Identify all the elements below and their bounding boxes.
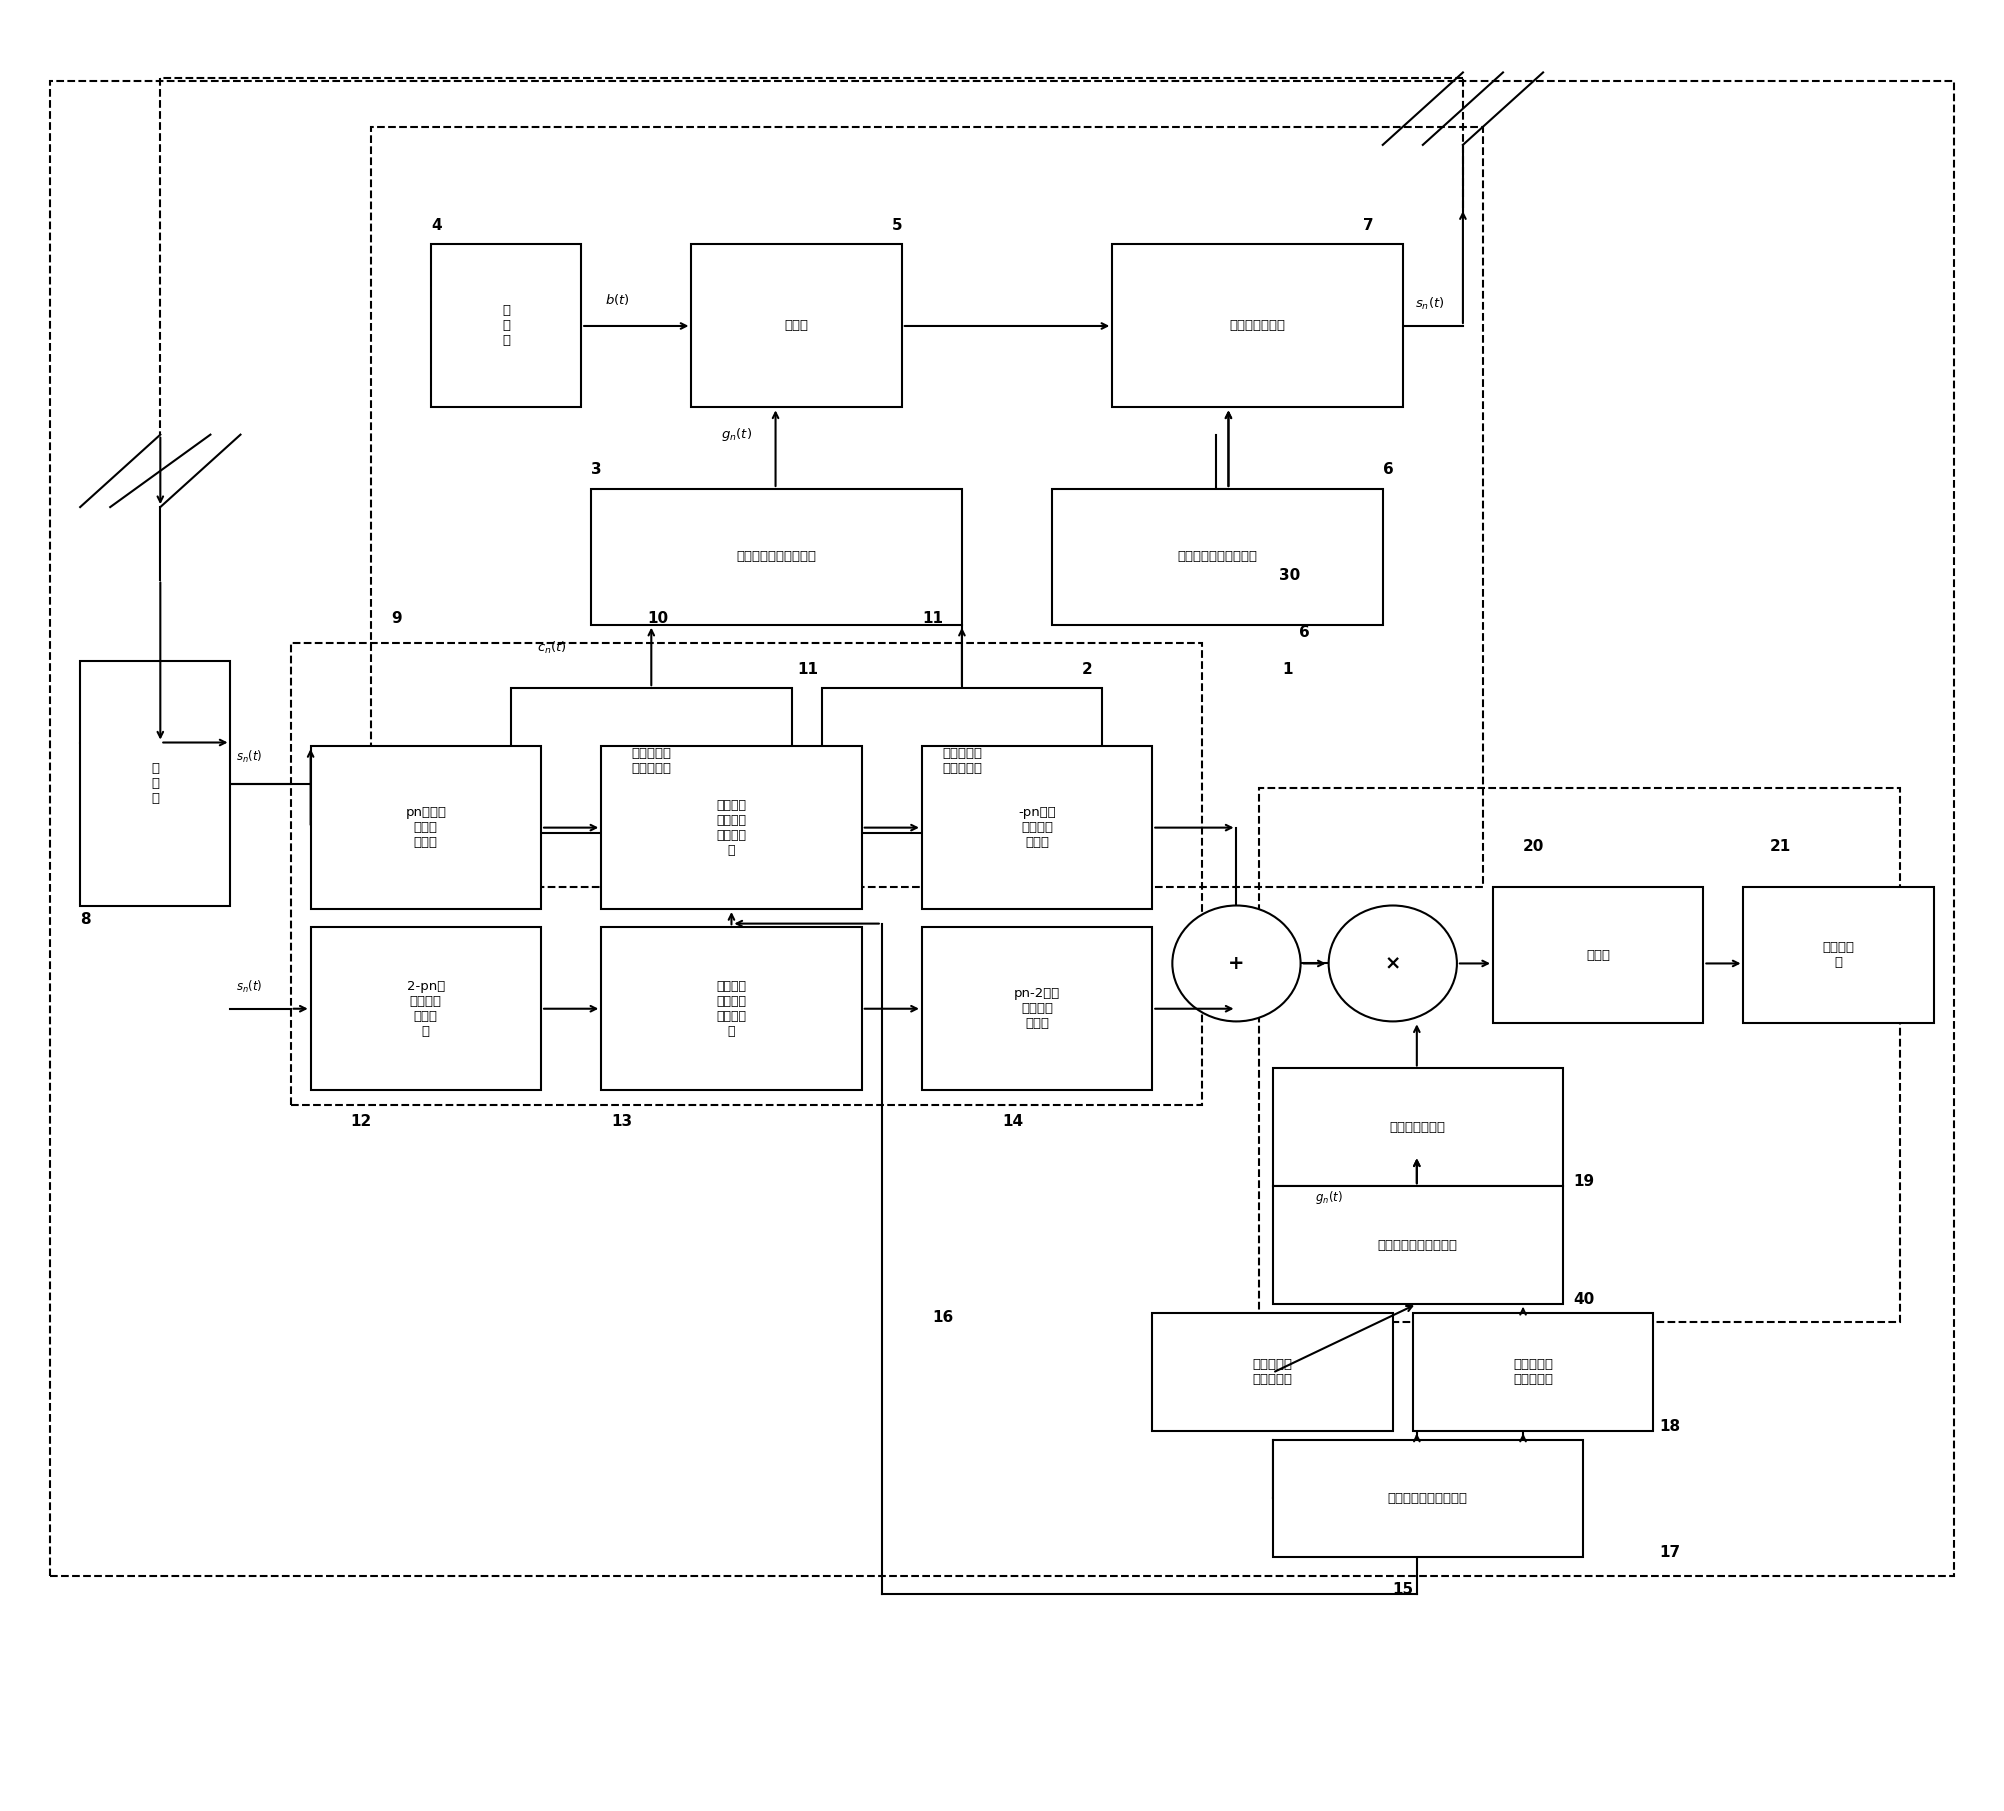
Text: 1: 1 bbox=[1283, 661, 1293, 677]
Text: -pn阶分
数傅立叶
变换器: -pn阶分 数傅立叶 变换器 bbox=[1018, 806, 1056, 849]
Text: 13: 13 bbox=[611, 1114, 633, 1130]
Text: 21: 21 bbox=[1770, 838, 1792, 855]
Text: pn阶分数
傅立叶
变换器: pn阶分数 傅立叶 变换器 bbox=[405, 806, 447, 849]
Text: $b(t)$: $b(t)$ bbox=[605, 292, 629, 308]
Text: 接收端跳时序列产生器: 接收端跳时序列产生器 bbox=[1389, 1492, 1467, 1505]
Text: 信息输出
器: 信息输出 器 bbox=[1824, 942, 1854, 969]
Text: 信
息
源: 信 息 源 bbox=[503, 304, 509, 348]
FancyBboxPatch shape bbox=[1413, 1313, 1653, 1431]
Text: $g_n(t)$: $g_n(t)$ bbox=[721, 426, 752, 444]
Text: 判决器: 判决器 bbox=[1587, 949, 1609, 962]
Text: 模板信号产生器: 模板信号产生器 bbox=[1391, 1121, 1445, 1134]
Text: $s_n(t)$: $s_n(t)$ bbox=[236, 748, 263, 764]
Text: 19: 19 bbox=[1573, 1174, 1595, 1190]
Text: 20: 20 bbox=[1523, 838, 1545, 855]
Text: 17: 17 bbox=[1659, 1545, 1681, 1561]
Text: 40: 40 bbox=[1573, 1291, 1595, 1308]
Text: 16: 16 bbox=[932, 1309, 954, 1326]
Text: 30: 30 bbox=[1279, 567, 1301, 583]
FancyBboxPatch shape bbox=[431, 244, 581, 407]
Text: 6: 6 bbox=[1383, 462, 1393, 478]
Text: 接收端切普
信号产生器: 接收端切普 信号产生器 bbox=[1252, 1358, 1293, 1385]
Text: $g_n(t)$: $g_n(t)$ bbox=[1315, 1188, 1343, 1206]
FancyBboxPatch shape bbox=[601, 746, 862, 909]
FancyBboxPatch shape bbox=[822, 688, 1102, 833]
Text: 10: 10 bbox=[647, 610, 669, 627]
FancyBboxPatch shape bbox=[511, 688, 792, 833]
Text: 滤
波
器: 滤 波 器 bbox=[152, 762, 158, 804]
Text: pn-2阶分
数傅立叶
变换器: pn-2阶分 数傅立叶 变换器 bbox=[1014, 987, 1060, 1030]
FancyBboxPatch shape bbox=[311, 746, 541, 909]
Text: 7: 7 bbox=[1363, 217, 1373, 234]
FancyBboxPatch shape bbox=[922, 927, 1152, 1090]
Text: 发射端切普
信号产生器: 发射端切普 信号产生器 bbox=[631, 746, 671, 775]
FancyBboxPatch shape bbox=[1493, 887, 1703, 1023]
Text: +: + bbox=[1228, 954, 1244, 973]
Circle shape bbox=[1172, 906, 1301, 1021]
FancyBboxPatch shape bbox=[691, 244, 902, 407]
Text: 18: 18 bbox=[1659, 1418, 1681, 1434]
Text: 调制器: 调制器 bbox=[786, 319, 808, 333]
FancyBboxPatch shape bbox=[1152, 1313, 1393, 1431]
FancyBboxPatch shape bbox=[311, 927, 541, 1090]
Text: 15: 15 bbox=[1393, 1581, 1415, 1597]
FancyBboxPatch shape bbox=[1273, 1068, 1563, 1186]
Text: 发射端叠加
系数存储器: 发射端叠加 系数存储器 bbox=[942, 746, 982, 775]
Text: 2-pn阶
分数傅立
叶变换
器: 2-pn阶 分数傅立 叶变换 器 bbox=[407, 980, 445, 1038]
Text: 6: 6 bbox=[1299, 625, 1309, 641]
Text: 12: 12 bbox=[351, 1114, 373, 1130]
FancyBboxPatch shape bbox=[1743, 887, 1934, 1023]
Text: ×: × bbox=[1385, 954, 1401, 973]
Text: $s_n(t)$: $s_n(t)$ bbox=[236, 978, 263, 994]
FancyBboxPatch shape bbox=[80, 661, 230, 906]
Text: 9: 9 bbox=[391, 610, 401, 627]
Text: $c_n(t)$: $c_n(t)$ bbox=[537, 639, 567, 656]
FancyBboxPatch shape bbox=[1273, 1440, 1583, 1557]
Text: $s_n(t)$: $s_n(t)$ bbox=[1415, 295, 1445, 311]
Text: 第二分数
傅立叶变
换域滤波
器: 第二分数 傅立叶变 换域滤波 器 bbox=[717, 980, 745, 1038]
Text: 14: 14 bbox=[1002, 1114, 1024, 1130]
Text: 发射波形成形器: 发射波形成形器 bbox=[1230, 319, 1285, 333]
FancyBboxPatch shape bbox=[922, 746, 1152, 909]
Text: 接收端叠加
系数存储器: 接收端叠加 系数存储器 bbox=[1513, 1358, 1553, 1385]
FancyBboxPatch shape bbox=[601, 927, 862, 1090]
Text: 11: 11 bbox=[798, 661, 818, 677]
FancyBboxPatch shape bbox=[1052, 489, 1383, 625]
Text: 接收端脉冲波形产生器: 接收端脉冲波形产生器 bbox=[1379, 1239, 1457, 1251]
Text: 第一分数
傅立叶变
换域滤波
器: 第一分数 傅立叶变 换域滤波 器 bbox=[717, 799, 745, 857]
FancyBboxPatch shape bbox=[1273, 1186, 1563, 1304]
Text: 8: 8 bbox=[80, 911, 90, 927]
Text: 5: 5 bbox=[892, 217, 902, 234]
Circle shape bbox=[1329, 906, 1457, 1021]
FancyBboxPatch shape bbox=[591, 489, 962, 625]
Text: 2: 2 bbox=[1082, 661, 1092, 677]
Text: 发射端跳时序列产生器: 发射端跳时序列产生器 bbox=[1178, 551, 1257, 563]
Text: 发射端脉冲波形产生器: 发射端脉冲波形产生器 bbox=[737, 551, 816, 563]
FancyBboxPatch shape bbox=[1112, 244, 1403, 407]
Text: 3: 3 bbox=[591, 462, 601, 478]
Text: 4: 4 bbox=[431, 217, 441, 234]
Text: 11: 11 bbox=[922, 610, 942, 627]
